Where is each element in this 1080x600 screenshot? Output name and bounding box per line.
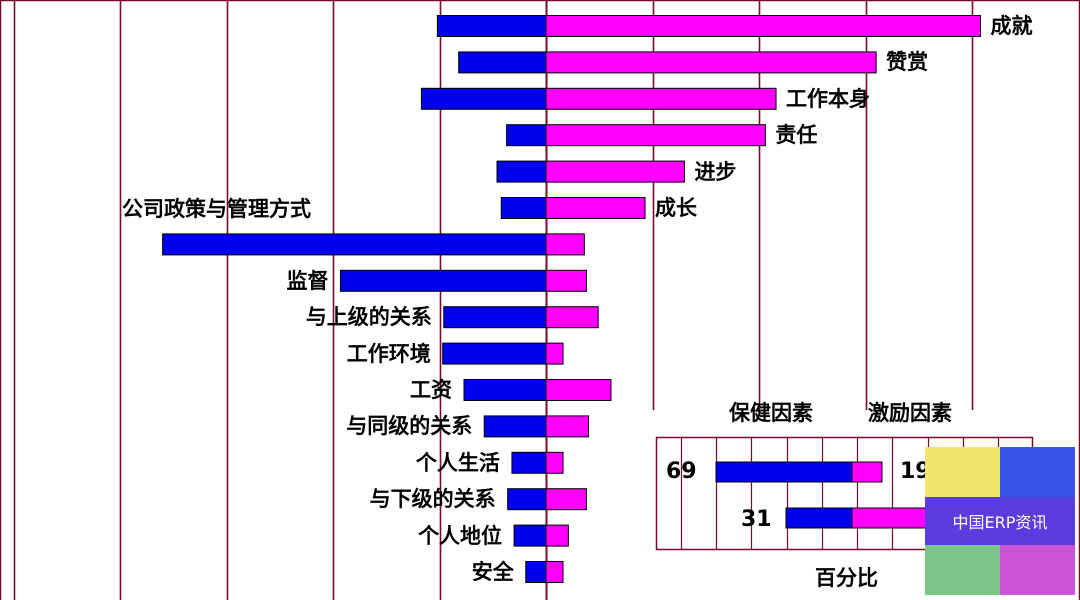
bar-motivator-10 [545, 379, 612, 401]
category-label-11: 与同级的关系 [346, 413, 473, 439]
bar-hygiene-14 [513, 524, 547, 547]
legend-hygiene-label: 保健因素 [729, 400, 813, 425]
bar-group [162, 15, 982, 583]
bar-motivator-4 [545, 160, 685, 183]
inset-bar-motivator-0 [851, 461, 883, 483]
inset-row2-hygiene-value: 31 [741, 507, 772, 532]
bar-motivator-15 [545, 561, 564, 583]
bar-hygiene-4 [496, 160, 547, 183]
bar-hygiene-11 [483, 415, 547, 438]
category-label-4: 进步 [694, 158, 737, 184]
bar-motivator-9 [545, 342, 564, 365]
bar-hygiene-2 [420, 87, 547, 110]
category-label-5: 成长 [655, 195, 698, 220]
inset-xlabel: 百分比 [815, 565, 878, 590]
bar-hygiene-13 [507, 488, 547, 511]
category-label-1: 赞赏 [886, 49, 929, 75]
bar-motivator-12 [545, 451, 564, 474]
bar-motivator-2 [545, 87, 777, 110]
category-label-3: 责任 [775, 122, 818, 148]
bar-motivator-6 [545, 233, 585, 256]
inset-row1-hygiene-value: 69 [666, 459, 697, 484]
logo-green-block [925, 545, 1000, 595]
bar-hygiene-12 [511, 451, 547, 474]
category-label-10: 工资 [410, 377, 452, 402]
bar-hygiene-8 [443, 306, 547, 329]
bar-motivator-7 [545, 269, 587, 292]
category-label-8: 与上级的关系 [305, 304, 432, 330]
bar-motivator-5 [545, 197, 646, 219]
inset-row1-motivator-value: 19 [900, 459, 931, 484]
bar-motivator-8 [545, 306, 599, 329]
logo-text: 中国ERP资讯 [925, 497, 1075, 545]
bar-hygiene-7 [339, 269, 547, 292]
logo-blue-block [1000, 447, 1075, 497]
bar-motivator-11 [545, 415, 590, 438]
bar-hygiene-1 [458, 51, 547, 74]
bar-motivator-0 [545, 15, 982, 37]
bar-hygiene-6 [162, 233, 547, 256]
bar-hygiene-3 [506, 124, 547, 147]
bar-motivator-14 [545, 524, 569, 547]
inset-bar-hygiene-1 [785, 507, 853, 529]
inset-bar-hygiene-0 [715, 461, 853, 483]
bar-hygiene-10 [463, 379, 547, 401]
category-label-9: 工作环境 [346, 340, 431, 366]
bar-motivator-13 [545, 488, 587, 511]
category-label-6: 公司政策与管理方式 [122, 196, 311, 222]
bar-hygiene-9 [442, 342, 547, 365]
bar-hygiene-5 [500, 197, 547, 219]
category-label-12: 个人生活 [415, 449, 500, 475]
logo-magenta-block [1000, 545, 1075, 595]
bar-hygiene-0 [436, 15, 547, 37]
category-label-15: 安全 [471, 559, 514, 584]
legend-motivator-label: 激励因素 [868, 400, 952, 425]
category-label-0: 成就 [990, 13, 1033, 38]
bar-hygiene-15 [525, 561, 547, 583]
category-label-13: 与下级的关系 [369, 486, 496, 512]
category-label-2: 工作本身 [786, 85, 871, 111]
category-label-7: 监督 [286, 267, 329, 293]
bar-motivator-3 [545, 124, 766, 147]
bar-motivator-1 [545, 51, 877, 74]
logo-yellow-block [925, 447, 1000, 497]
category-label-14: 个人地位 [418, 522, 503, 548]
watermark-logo: 中国ERP资讯 [925, 447, 1075, 595]
